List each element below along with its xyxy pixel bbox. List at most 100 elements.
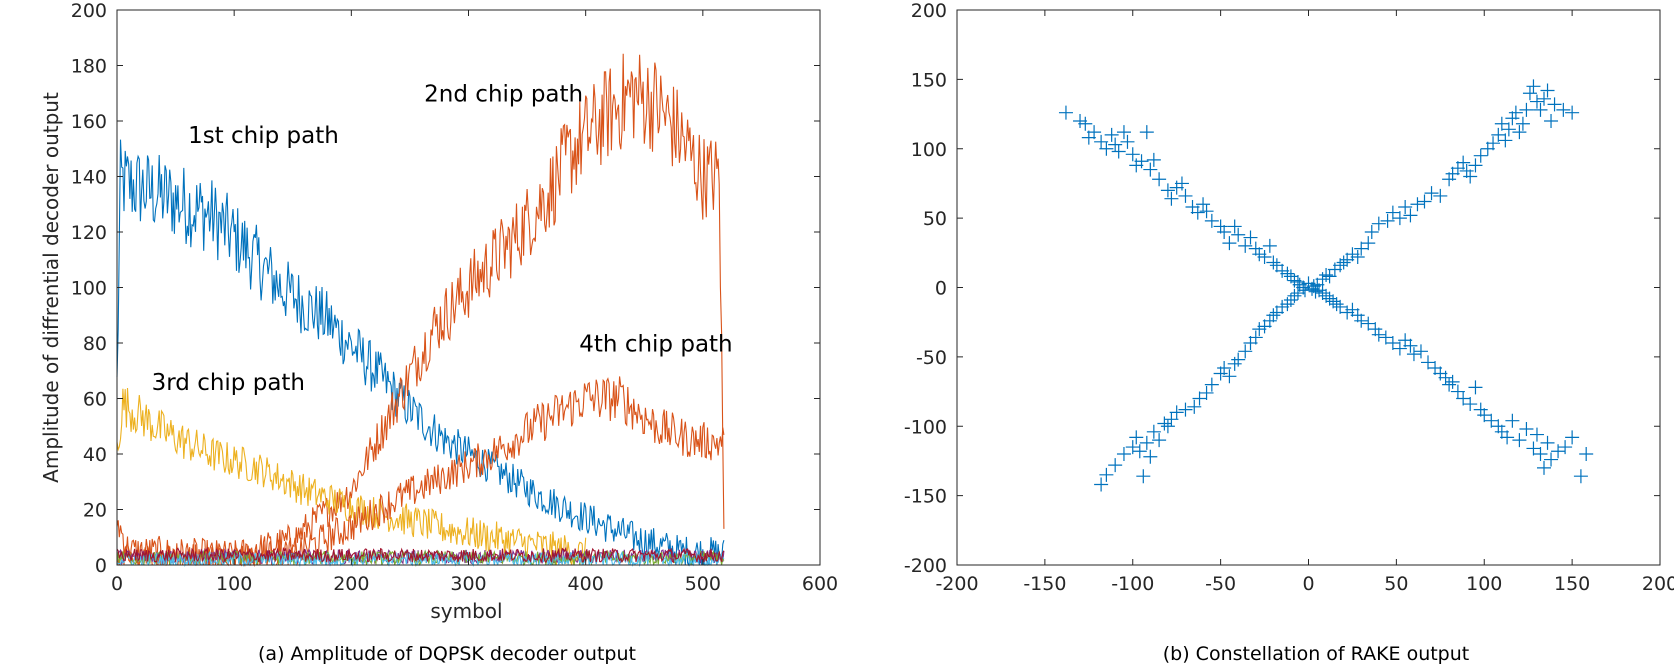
scatter-point — [1257, 249, 1272, 264]
panel-a-amplitude-plot: 0 100 200 300 400 500 600 0 20 40 60 80 100 120 140 160… — [39, 0, 838, 665]
scatter-point — [1494, 424, 1509, 439]
scatter-point — [1551, 444, 1566, 459]
scatter-point — [1385, 205, 1400, 220]
scatter-point — [1257, 319, 1272, 334]
scatter-point — [1371, 327, 1386, 342]
scatter-point — [1243, 230, 1258, 245]
scatter-point — [1565, 105, 1580, 120]
y-tick-label: 40 — [83, 444, 107, 466]
scatter-point — [1544, 452, 1559, 467]
scatter-point — [1329, 297, 1344, 312]
scatter-point — [1433, 188, 1448, 203]
scatter-point — [1533, 102, 1548, 117]
scatter-point — [1164, 412, 1179, 427]
scatter-point — [1312, 283, 1327, 298]
y-tick-label: 140 — [71, 167, 107, 189]
scatter-point — [1231, 227, 1246, 242]
x-tick-label: 0 — [1302, 573, 1314, 595]
scatter-point — [1196, 197, 1211, 212]
scatter-point — [1204, 377, 1219, 392]
series-line-1 — [116, 139, 725, 567]
scatter-point — [1500, 430, 1515, 445]
scatter-point — [1522, 86, 1537, 101]
scatter-point — [1473, 402, 1488, 417]
scatter-point — [1292, 277, 1307, 292]
series-line-7 — [116, 550, 725, 568]
scatter-point — [1512, 433, 1527, 448]
scatter-point — [1157, 416, 1172, 431]
scatter-point — [1217, 360, 1232, 375]
scatter-point — [1456, 155, 1471, 170]
scatter-point — [1143, 449, 1158, 464]
scatter-point — [1579, 447, 1594, 461]
scatter-point — [1421, 355, 1436, 370]
scatter-point — [1468, 380, 1483, 395]
y-tick-label: 160 — [71, 111, 107, 133]
scatter-point — [1213, 219, 1228, 234]
panel-b-constellation-plot: -200 -150 -100 -50 0 50 100 150 200 -200 -150 -100 -… — [904, 0, 1674, 665]
scatter-point — [1491, 127, 1506, 142]
scatter-point — [1463, 397, 1478, 412]
scatter-point — [1146, 152, 1161, 167]
scatter-point — [1266, 255, 1281, 270]
scatter-point — [1125, 440, 1140, 455]
scatter-point — [1350, 308, 1365, 323]
x-tick-label: 500 — [685, 573, 721, 595]
y-tick-label: 150 — [911, 69, 947, 91]
scatter-point — [1540, 83, 1555, 98]
scatter-point — [1473, 148, 1488, 163]
scatter-point — [1354, 241, 1369, 256]
scatter-point — [1463, 169, 1478, 184]
scatter-point — [1248, 330, 1263, 345]
scatter-point — [1073, 114, 1088, 128]
scatter-point — [1111, 144, 1126, 159]
scatter-point — [1116, 447, 1131, 461]
scatter-point — [1125, 147, 1140, 162]
y-tick-label: 0 — [95, 555, 107, 577]
scatter-point — [1533, 447, 1548, 461]
scatter-point — [1199, 204, 1214, 219]
scatter-point — [1185, 200, 1200, 215]
scatter-point — [1269, 258, 1284, 273]
scatter-point — [1556, 102, 1571, 117]
scatter-point — [1494, 116, 1509, 131]
scatter-point — [1152, 172, 1167, 187]
scatter-point — [1326, 294, 1341, 309]
scatter-point — [1529, 94, 1544, 109]
scatter-point — [1480, 141, 1495, 156]
x-axis-label: symbol — [430, 599, 502, 623]
scatter-point — [1160, 419, 1175, 434]
y-tick-label: 200 — [911, 0, 947, 22]
scatter-point — [1403, 338, 1418, 353]
plot-area-a — [117, 10, 820, 565]
scatter-point — [1442, 377, 1457, 392]
scatter-point — [1164, 191, 1179, 206]
scatter-point — [1456, 391, 1471, 406]
scatter-point — [1345, 247, 1360, 262]
scatter-point — [1169, 405, 1184, 420]
scatter-point — [1290, 286, 1305, 301]
scatter-point — [1385, 336, 1400, 350]
scatter-point — [1152, 433, 1167, 448]
scatter-point — [1222, 236, 1237, 251]
scatter-point — [1134, 154, 1149, 169]
scatter-point — [1428, 360, 1443, 375]
scatter-point — [1058, 105, 1073, 120]
scatter-point — [1160, 183, 1175, 198]
scatter-point — [1468, 158, 1483, 173]
scatter-point — [1526, 441, 1541, 456]
scatter-point — [1319, 268, 1334, 283]
scatter-point — [1498, 133, 1513, 148]
y-tick-label: 20 — [83, 500, 107, 522]
scatter-point — [1450, 161, 1465, 176]
scatter-point — [1322, 269, 1337, 284]
scatter-point — [1403, 208, 1418, 223]
scatter-point — [1136, 469, 1151, 484]
scatter-point — [1438, 370, 1453, 385]
scatter-point — [1108, 137, 1123, 152]
scatter-point — [1565, 430, 1580, 445]
y-tick-label: 60 — [83, 389, 107, 411]
scatter-point — [1371, 216, 1386, 231]
